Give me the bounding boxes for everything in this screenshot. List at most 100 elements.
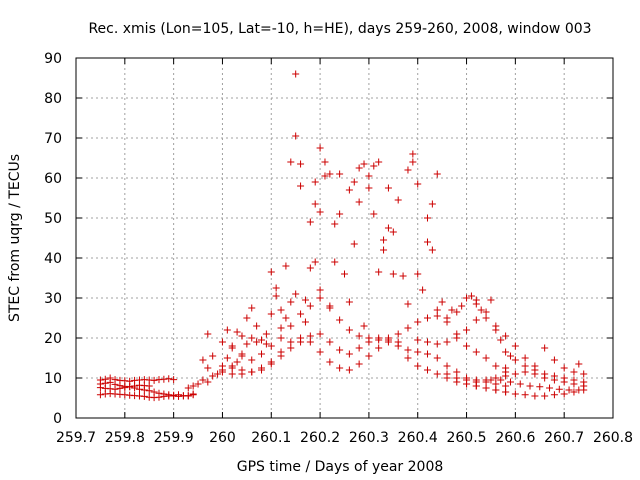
data-point (575, 386, 583, 394)
data-point (277, 324, 285, 332)
data-point (258, 364, 266, 372)
data-point (267, 310, 275, 318)
data-point (326, 358, 334, 366)
data-points (96, 70, 588, 402)
data-point (248, 304, 256, 312)
data-point (150, 376, 158, 384)
data-point (306, 302, 314, 310)
data-point (345, 350, 353, 358)
data-point (96, 384, 104, 392)
data-point (423, 350, 431, 358)
data-point (189, 390, 197, 398)
plot-frame (75, 57, 614, 419)
data-point (502, 382, 510, 390)
data-point (414, 348, 422, 356)
data-point (106, 378, 114, 386)
data-point (131, 382, 139, 390)
data-point (258, 336, 266, 344)
data-point (550, 372, 558, 380)
data-point (321, 158, 329, 166)
data-point (384, 184, 392, 192)
data-point (253, 322, 261, 330)
data-point (267, 268, 275, 276)
data-point (262, 340, 270, 348)
x-tick-label: 259.9 (154, 430, 194, 446)
data-point (297, 334, 305, 342)
data-point (414, 270, 422, 278)
data-point (565, 386, 573, 394)
data-point (228, 364, 236, 372)
y-tick-labels: 0 10 20 30 40 50 60 70 80 90 (44, 51, 62, 427)
data-point (214, 370, 222, 378)
data-point (570, 388, 578, 396)
data-point (492, 374, 500, 382)
data-point (204, 330, 212, 338)
data-point (511, 370, 519, 378)
data-point (482, 354, 490, 362)
x-tick-label: 260.5 (446, 430, 486, 446)
data-point (511, 356, 519, 364)
data-point (521, 354, 529, 362)
data-point (497, 336, 505, 344)
data-point (282, 262, 290, 270)
data-point (463, 342, 471, 350)
data-point (331, 258, 339, 266)
data-point (409, 150, 417, 158)
data-point (272, 292, 280, 300)
y-tick-label: 0 (53, 411, 62, 427)
x-tick-label: 260.8 (593, 430, 633, 446)
data-point (311, 258, 319, 266)
data-point (560, 364, 568, 372)
data-point (399, 272, 407, 280)
data-point (506, 352, 514, 360)
data-point (511, 390, 519, 398)
data-point (321, 172, 329, 180)
data-point (355, 360, 363, 368)
chart-title: Rec. xmis (Lon=105, Lat=-10, h=HE), days… (88, 21, 591, 37)
data-point (165, 375, 173, 383)
data-point (350, 240, 358, 248)
data-point (316, 348, 324, 356)
data-point (375, 158, 383, 166)
data-point (248, 334, 256, 342)
data-point (550, 356, 558, 364)
y-tick-label: 10 (44, 371, 62, 387)
data-point (541, 344, 549, 352)
x-tick-label: 259.8 (105, 430, 145, 446)
axis-ticks (75, 57, 614, 419)
data-point (209, 352, 217, 360)
y-tick-label: 40 (44, 251, 62, 267)
data-point (218, 338, 226, 346)
data-point (316, 286, 324, 294)
data-point (482, 314, 490, 322)
data-point (541, 370, 549, 378)
x-tick-label: 260.4 (398, 430, 438, 446)
data-point (433, 170, 441, 178)
y-tick-label: 60 (44, 171, 62, 187)
data-point (336, 346, 344, 354)
data-point (463, 294, 471, 302)
data-point (262, 330, 270, 338)
data-point (580, 378, 588, 386)
data-point (404, 324, 412, 332)
y-tick-label: 30 (44, 291, 62, 307)
data-point (111, 385, 119, 393)
data-point (511, 342, 519, 350)
data-point (541, 392, 549, 400)
data-point (453, 308, 461, 316)
data-point (316, 330, 324, 338)
data-point (360, 322, 368, 330)
data-point (248, 368, 256, 376)
data-point (502, 372, 510, 380)
data-point (497, 376, 505, 384)
data-point (423, 366, 431, 374)
data-point (243, 314, 251, 322)
grid (76, 58, 613, 418)
y-tick-label: 70 (44, 131, 62, 147)
data-point (301, 318, 309, 326)
data-point (370, 162, 378, 170)
data-point (575, 360, 583, 368)
data-point (531, 392, 539, 400)
data-point (170, 376, 178, 384)
data-point (272, 284, 280, 292)
